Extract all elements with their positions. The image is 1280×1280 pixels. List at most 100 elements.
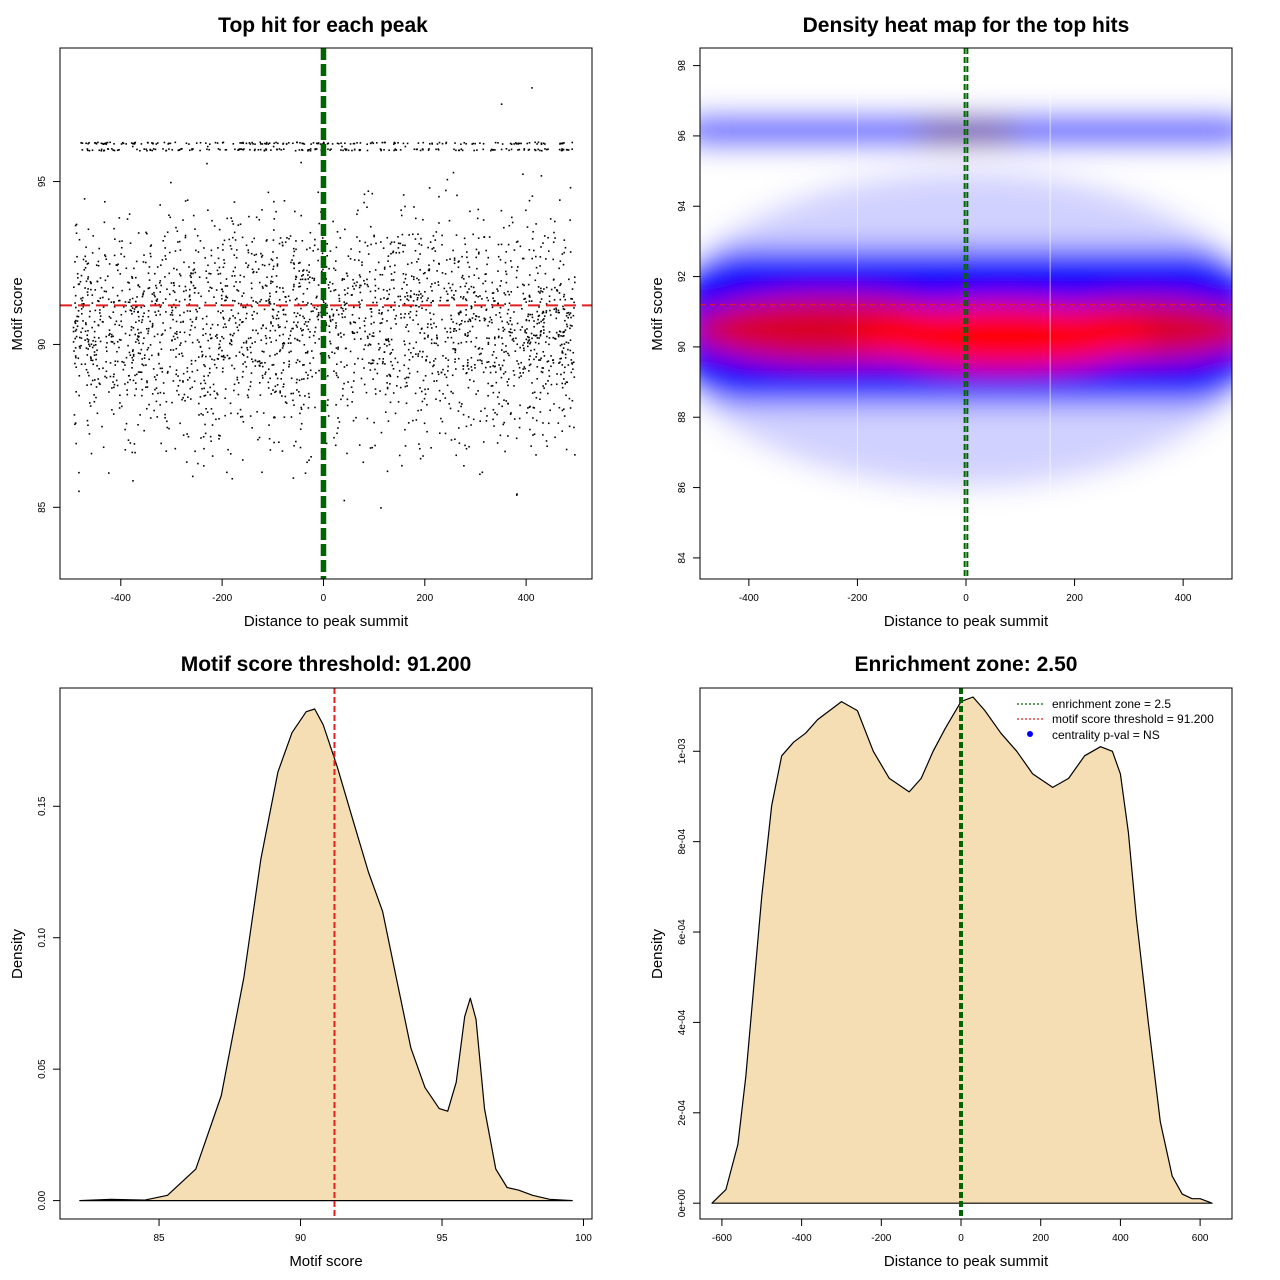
data-point (108, 263, 111, 265)
data-point (562, 148, 565, 151)
data-point (542, 242, 544, 244)
data-point (531, 382, 533, 384)
data-point (457, 357, 460, 360)
data-point (481, 348, 484, 350)
data-point (283, 342, 286, 345)
data-point (225, 326, 227, 328)
data-point (431, 289, 433, 292)
data-point (412, 300, 415, 302)
data-point (275, 318, 278, 320)
x-tick-label: 0 (963, 593, 969, 604)
data-point (241, 321, 243, 324)
data-point (397, 247, 400, 249)
data-point (209, 272, 212, 275)
data-point (335, 260, 337, 262)
data-point (95, 353, 98, 356)
data-point (422, 350, 424, 353)
data-point (550, 288, 553, 291)
data-point (254, 260, 257, 263)
data-point (559, 361, 561, 364)
data-point (540, 287, 542, 290)
data-point (276, 263, 279, 265)
data-point (155, 143, 158, 145)
data-point (355, 416, 357, 419)
data-point (558, 330, 561, 333)
data-point (118, 407, 121, 409)
data-point (85, 246, 87, 249)
data-point (243, 275, 245, 278)
data-point (137, 310, 139, 313)
data-point (432, 247, 435, 249)
data-point (462, 368, 465, 370)
data-point (169, 216, 172, 219)
data-point (206, 145, 209, 148)
data-point (207, 281, 209, 284)
data-point (417, 353, 420, 355)
data-point (447, 365, 449, 368)
data-point (437, 284, 440, 286)
data-point (467, 331, 469, 334)
data-point (462, 296, 465, 298)
data-point (148, 287, 151, 289)
data-point (501, 349, 503, 351)
data-point (145, 364, 147, 366)
data-point (317, 259, 319, 262)
data-point (389, 383, 391, 385)
data-point (356, 213, 358, 216)
data-point (209, 333, 211, 336)
data-point (279, 349, 282, 351)
data-point (204, 257, 206, 259)
data-point (424, 388, 426, 391)
data-point (369, 308, 372, 310)
data-point (432, 235, 435, 237)
data-point (453, 298, 456, 301)
data-point (287, 342, 290, 344)
data-point (365, 391, 368, 394)
data-point (455, 368, 457, 370)
data-point (315, 148, 318, 150)
data-point (194, 450, 196, 453)
data-point (294, 337, 296, 340)
data-point (294, 298, 297, 301)
data-point (394, 412, 397, 415)
data-point (450, 336, 453, 339)
data-point (233, 275, 236, 277)
data-point (244, 306, 247, 309)
data-point (312, 357, 315, 359)
data-point (90, 383, 92, 386)
data-point (224, 397, 226, 400)
data-point (457, 410, 460, 412)
data-point (513, 385, 515, 387)
data-point (521, 283, 524, 286)
data-point (250, 252, 253, 255)
data-point (474, 318, 477, 321)
data-point (186, 199, 189, 201)
data-point (528, 339, 531, 341)
data-point (74, 302, 76, 304)
data-point (299, 446, 302, 449)
data-point (341, 279, 344, 281)
data-point (137, 339, 140, 342)
data-point (393, 149, 395, 152)
data-point (454, 290, 457, 292)
data-point (87, 424, 89, 427)
data-point (501, 342, 504, 345)
data-point (285, 143, 288, 145)
data-point (500, 243, 503, 246)
data-point (102, 446, 105, 449)
data-point (117, 263, 119, 266)
data-point (315, 296, 318, 299)
data-point (291, 327, 293, 330)
data-point (454, 438, 456, 441)
data-point (560, 373, 562, 376)
data-point (249, 381, 252, 383)
data-point (561, 149, 564, 152)
data-point (563, 239, 566, 241)
y-tick-label: 98 (677, 60, 688, 72)
data-point (110, 333, 113, 336)
data-point (515, 143, 518, 145)
data-point (217, 358, 220, 360)
data-point (564, 382, 567, 385)
data-point (267, 387, 270, 389)
data-point (571, 298, 574, 300)
